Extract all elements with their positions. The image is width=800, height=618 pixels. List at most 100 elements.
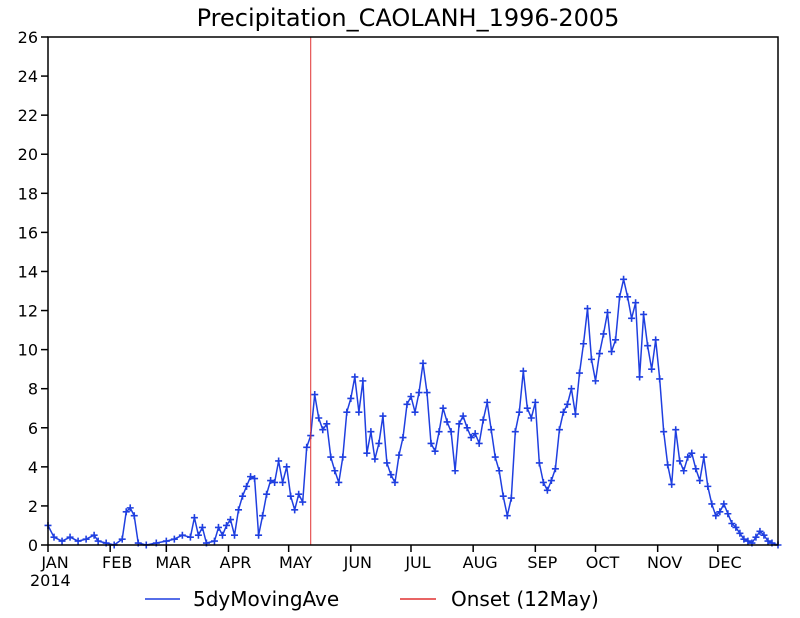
data-point-marker [644,342,652,350]
data-point-marker [194,531,202,539]
data-point-marker [616,293,624,301]
data-point-marker [395,451,403,459]
data-point-marker [539,478,547,486]
x-axis: JAN FEB MAR APR MAY JUN JUL AUG SEP OCT NOV DEC [40,545,742,572]
data-point-marker [515,408,523,416]
x-tick-label: MAY [279,553,313,572]
data-point-marker [443,418,451,426]
data-point-marker [222,521,230,529]
y-tick-label: 10 [18,341,38,360]
data-point-marker [122,508,130,516]
data-point-marker [592,377,599,385]
data-point-marker [676,457,684,465]
data-point-marker [471,430,479,438]
data-point-marker [303,443,311,451]
x-tick-label: JUL [404,553,430,572]
data-point-marker [660,428,668,436]
data-point-marker [684,453,692,461]
data-point-marker [387,471,395,479]
data-point-marker [575,369,583,377]
data-point-marker [587,355,595,363]
data-point-marker [391,478,399,486]
data-point-marker [559,408,567,416]
data-point-marker [218,531,226,539]
data-point-marker [596,350,604,358]
data-point-marker [259,512,267,520]
chart-title: Precipitation_CAOLANH_1996-2005 [197,4,620,32]
data-point-marker [487,426,495,434]
data-point-marker [178,531,186,539]
data-point-marker [680,467,688,475]
data-point-marker [255,531,263,539]
data-point-marker [439,404,447,412]
y-tick-label: 12 [18,302,38,321]
data-point-marker [696,477,704,485]
data-point-marker [239,492,247,500]
data-point-marker [335,478,343,486]
data-point-marker [231,531,239,539]
data-point-marker [419,359,427,367]
data-point-marker [664,461,672,469]
x-tick-label: AUG [463,553,498,572]
data-point-marker [547,477,555,485]
data-point-marker [475,439,483,447]
data-point-marker [467,434,475,442]
data-point-marker [604,308,612,316]
data-point-marker [652,336,660,344]
data-point-marker [275,457,283,465]
data-point-marker [463,424,471,432]
data-point-marker [756,527,764,535]
data-point-marker [263,490,271,498]
data-point-marker [636,373,644,381]
data-point-marker [247,473,255,481]
data-point-marker [612,336,620,344]
data-point-marker [118,535,126,543]
data-point-marker [331,467,339,475]
data-point-marker [363,449,371,457]
data-point-marker [130,512,138,520]
data-point-marker [571,410,579,418]
data-point-marker [688,449,696,457]
x-tick-label: SEP [527,553,557,572]
data-point-marker [271,478,279,486]
data-point-marker [367,428,375,436]
data-point-marker [531,398,539,406]
data-point-marker [279,478,287,486]
data-point-marker [555,426,563,434]
year-label: 2014 [30,571,71,590]
y-tick-label: 22 [18,106,38,125]
data-point-marker [600,330,608,338]
data-point-marker [640,310,648,318]
data-point-marker [311,391,319,399]
x-tick-label: DEC [708,553,742,572]
series-layer [44,37,782,549]
data-point-marker [724,510,732,518]
data-point-marker [656,375,664,383]
data-point-marker [507,494,515,502]
data-point-marker [483,398,491,406]
data-point-marker [319,426,327,434]
data-point-marker [551,465,559,473]
data-point-marker [190,514,198,522]
y-tick-label: 20 [18,145,38,164]
data-point-marker [608,348,616,356]
data-point-marker [315,414,323,422]
data-point-marker [632,299,640,307]
data-point-marker [648,365,656,373]
data-point-marker [351,373,359,381]
data-point-marker [700,453,708,461]
data-point-marker [214,523,222,531]
data-point-marker [66,533,74,541]
y-tick-label: 2 [28,497,38,516]
data-point-marker [668,480,676,488]
data-point-marker [736,529,744,537]
x-tick-label: APR [220,553,252,572]
data-point-marker [90,531,98,539]
legend: 5dyMovingAve Onset (12May) [145,587,599,611]
x-tick-label: OCT [586,553,620,572]
y-tick-label: 0 [28,536,38,555]
data-point-marker [58,537,66,545]
data-point-marker [527,414,535,422]
